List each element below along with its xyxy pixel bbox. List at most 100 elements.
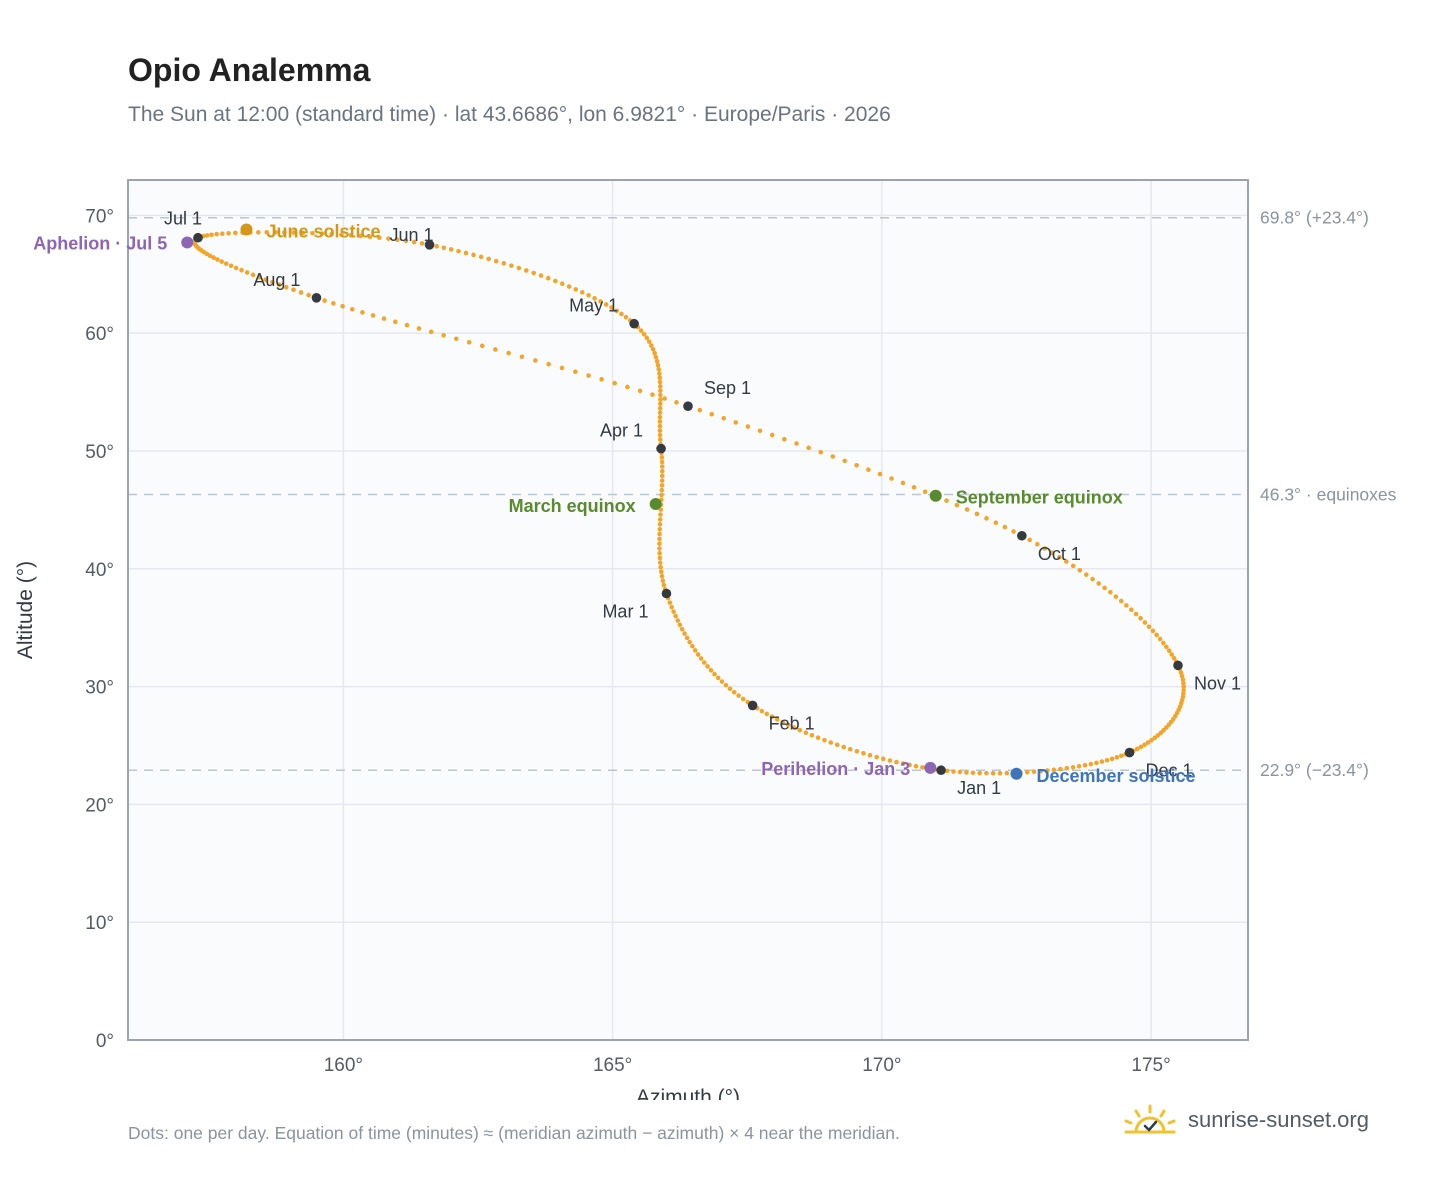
daily-dot [349,306,355,312]
daily-dot [769,714,775,719]
daily-dot [1049,550,1055,556]
daily-dot [559,281,565,287]
daily-dot [322,298,327,303]
daily-dot [997,770,1003,776]
event-marker [1010,767,1023,780]
daily-dot [519,354,525,360]
daily-dot [1070,765,1076,770]
daily-dot [377,235,382,241]
daily-dot [367,234,373,240]
brand[interactable]: sunrise-sunset.org [1120,1102,1369,1138]
daily-dot [381,316,387,321]
chart-subtitle: The Sun at 12:00 (standard time) · lat 4… [128,103,891,126]
daily-dot [291,287,296,293]
daily-dot [721,415,727,421]
daily-dot [209,232,214,238]
daily-dot [657,432,663,438]
daily-dot [1134,746,1140,752]
daily-dot [493,347,498,352]
daily-dot [1114,755,1120,760]
daily-dot [723,682,729,688]
daily-dot [682,631,687,636]
daily-dot [1129,607,1134,613]
daily-dot [657,423,663,429]
daily-dot [509,263,514,268]
daily-dot [282,230,287,235]
daily-dot [920,765,925,770]
month-label: Oct 1 [1038,544,1081,564]
daily-dot [599,377,604,382]
daily-dot [828,740,834,745]
daily-dot [228,263,234,269]
daily-dot [403,238,409,244]
daily-dot [1038,768,1044,774]
daily-dot [1031,769,1037,775]
daily-dot [1088,761,1094,767]
daily-dot [579,290,585,295]
month-marker [193,232,203,243]
daily-dot [592,296,597,301]
daily-dot [1181,680,1186,686]
daily-dot [1178,670,1184,675]
daily-dot [319,231,325,236]
daily-dot [1082,762,1088,768]
daily-dot [944,768,950,774]
event-label: December solstice [1036,766,1195,786]
daily-dot [657,536,662,542]
daily-dot [1152,735,1158,741]
plot-area [128,180,1248,1040]
daily-dot [1149,737,1154,743]
daily-dot [531,270,537,276]
daily-dot [984,770,989,776]
daily-dot [727,686,733,692]
x-tick-label: 175° [1131,1055,1170,1076]
daily-dot [659,459,665,465]
daily-dot [1181,691,1186,696]
daily-dot [586,293,591,298]
daily-dot [659,487,665,493]
daily-dot [803,730,809,736]
month-marker [661,588,672,599]
daily-dot [310,230,315,236]
daily-dot [674,400,679,405]
daily-dot [1118,598,1124,604]
event-label: June solstice [266,221,380,241]
daily-dot [207,253,213,259]
daily-dot [698,656,704,661]
daily-dot [506,350,511,356]
daily-dot [329,231,335,237]
month-label: Dec 1 [1146,761,1193,781]
daily-dot [984,516,989,521]
daily-dot [657,522,663,527]
y-tick-label: 20° [85,795,114,816]
event-marker [929,489,942,502]
daily-dot [797,727,803,733]
daily-dot [233,230,238,236]
y-tick-label: 50° [85,442,114,463]
daily-dot [687,639,692,645]
x-tick-label: 165° [593,1055,632,1076]
daily-dot [1146,624,1152,630]
daily-dot [434,243,439,249]
daily-dot [1002,524,1008,530]
daily-dot [411,239,417,245]
daily-dot [256,274,262,280]
daily-dot [657,379,663,385]
daily-dot [1154,632,1159,638]
y-tick-label: 10° [85,913,114,934]
daily-dot [657,384,663,389]
event-marker [181,236,194,249]
month-marker [936,765,946,776]
month-label: Mar 1 [602,602,648,622]
event-marker [649,497,662,510]
daily-dot [1011,529,1016,534]
daily-dot [479,343,485,349]
daily-dot [657,405,663,411]
daily-dot [612,380,617,386]
y-tick-label: 40° [85,560,114,581]
daily-dot [532,358,538,363]
daily-dot [486,256,491,262]
daily-dot [395,237,400,243]
daily-dot [911,485,917,490]
daily-dot [659,464,665,469]
